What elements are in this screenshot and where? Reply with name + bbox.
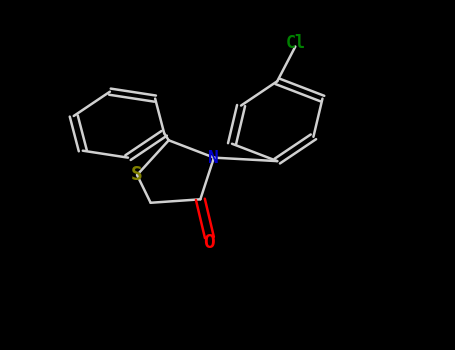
Text: N: N xyxy=(208,149,219,167)
Text: Cl: Cl xyxy=(285,34,305,52)
Text: O: O xyxy=(203,233,215,252)
Text: S: S xyxy=(131,166,143,184)
